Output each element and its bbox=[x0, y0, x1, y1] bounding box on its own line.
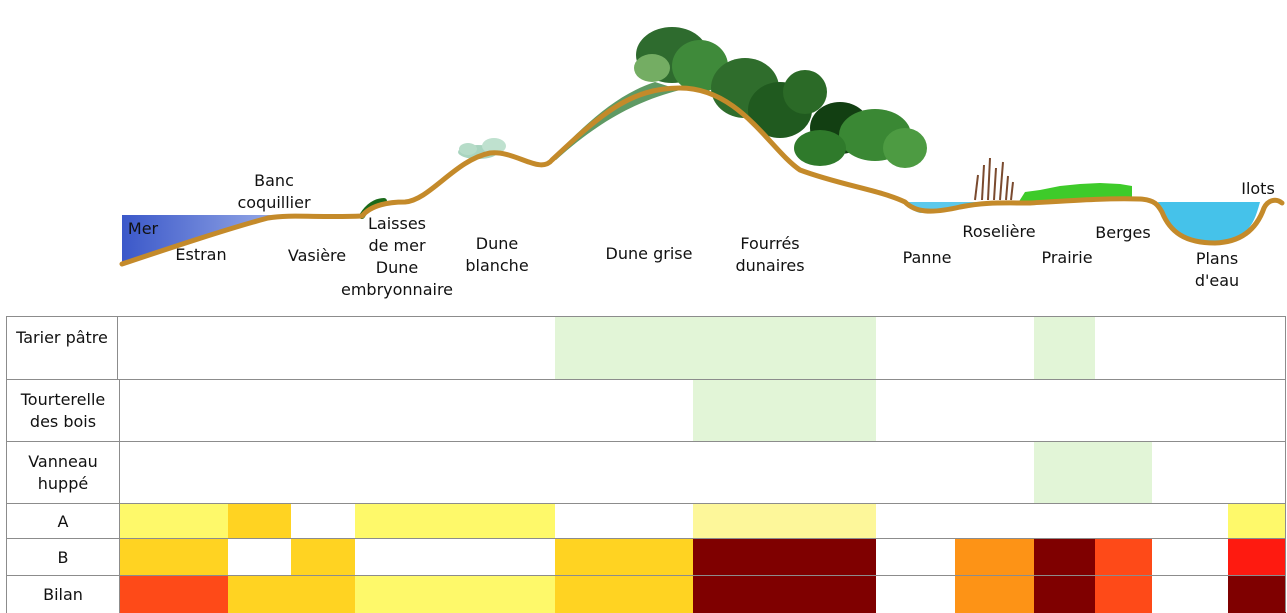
label-panne: Panne bbox=[902, 248, 952, 267]
roseliere-vegetation bbox=[974, 157, 1014, 201]
cell-score bbox=[228, 504, 291, 539]
label-estran: Estran bbox=[175, 245, 227, 264]
row-b: B bbox=[6, 538, 1286, 576]
cell-score bbox=[1034, 576, 1095, 613]
label-prairie: Prairie bbox=[1041, 248, 1093, 267]
cell-score bbox=[1095, 539, 1152, 576]
cell-score bbox=[355, 576, 555, 613]
label-roseliere: Roselière bbox=[962, 222, 1036, 241]
row-vanneau-huppe: Vanneau huppé bbox=[6, 441, 1286, 504]
cell-score bbox=[1095, 576, 1152, 613]
plans-eau-water bbox=[1158, 202, 1260, 243]
label-fourres-dunaires: Fourrés dunaires bbox=[735, 234, 805, 275]
row-label: Bilan bbox=[6, 576, 120, 613]
cell-score bbox=[1228, 576, 1286, 613]
row-label: B bbox=[6, 539, 120, 576]
fourres-vegetation bbox=[634, 27, 927, 168]
row-bilan: Bilan bbox=[6, 575, 1286, 613]
dune-grise-vegetation bbox=[552, 82, 680, 160]
cell-score bbox=[555, 576, 693, 613]
cell-score bbox=[693, 576, 876, 613]
cell-presence bbox=[1034, 317, 1095, 380]
row-a: A bbox=[6, 503, 1286, 539]
cell-score bbox=[119, 504, 228, 539]
cell-score bbox=[693, 539, 876, 576]
row-label: Tourterelle des bois bbox=[6, 380, 120, 442]
label-dune-blanche: Dune blanche bbox=[465, 234, 529, 275]
grid-right-border bbox=[1285, 316, 1286, 612]
cell-score bbox=[693, 504, 876, 539]
row-label: Tarier pâtre bbox=[6, 317, 118, 380]
label-banc-coquillier: Banc coquillier bbox=[237, 171, 311, 212]
row-tarier-patre: Tarier pâtre bbox=[6, 316, 1286, 380]
cell-score bbox=[955, 539, 1034, 576]
label-plans-eau: Plans d'eau bbox=[1194, 249, 1240, 290]
row-label: Vanneau huppé bbox=[6, 442, 120, 504]
label-dune-grise: Dune grise bbox=[605, 244, 693, 263]
habitat-grid: Tarier pâtre Tourterelle des bois Vannea… bbox=[6, 316, 1286, 613]
label-laisses-dune-embryonnaire: Laisses de mer Dune embryonnaire bbox=[340, 214, 454, 299]
cell-score bbox=[1034, 539, 1095, 576]
label-mer: Mer bbox=[127, 219, 159, 238]
cell-score bbox=[228, 576, 355, 613]
cell-score bbox=[1228, 504, 1286, 539]
row-label: A bbox=[6, 504, 120, 539]
row-tourterelle-des-bois: Tourterelle des bois bbox=[6, 379, 1286, 442]
cell-presence bbox=[1034, 442, 1152, 504]
cell-score bbox=[955, 576, 1034, 613]
cell-presence bbox=[555, 317, 876, 380]
cell-score bbox=[119, 539, 228, 576]
label-berges: Berges bbox=[1095, 223, 1151, 242]
label-vasiere: Vasière bbox=[287, 246, 347, 265]
cell-score bbox=[119, 576, 228, 613]
cell-score bbox=[1228, 539, 1286, 576]
cell-score bbox=[555, 539, 693, 576]
cell-score bbox=[355, 504, 555, 539]
coastal-profile-diagram bbox=[119, 27, 1285, 267]
cell-score bbox=[291, 539, 355, 576]
label-ilots: Ilots bbox=[1241, 179, 1275, 198]
cell-presence bbox=[693, 380, 876, 442]
sea-water bbox=[122, 215, 360, 262]
ground-profile-line bbox=[119, 85, 1285, 267]
